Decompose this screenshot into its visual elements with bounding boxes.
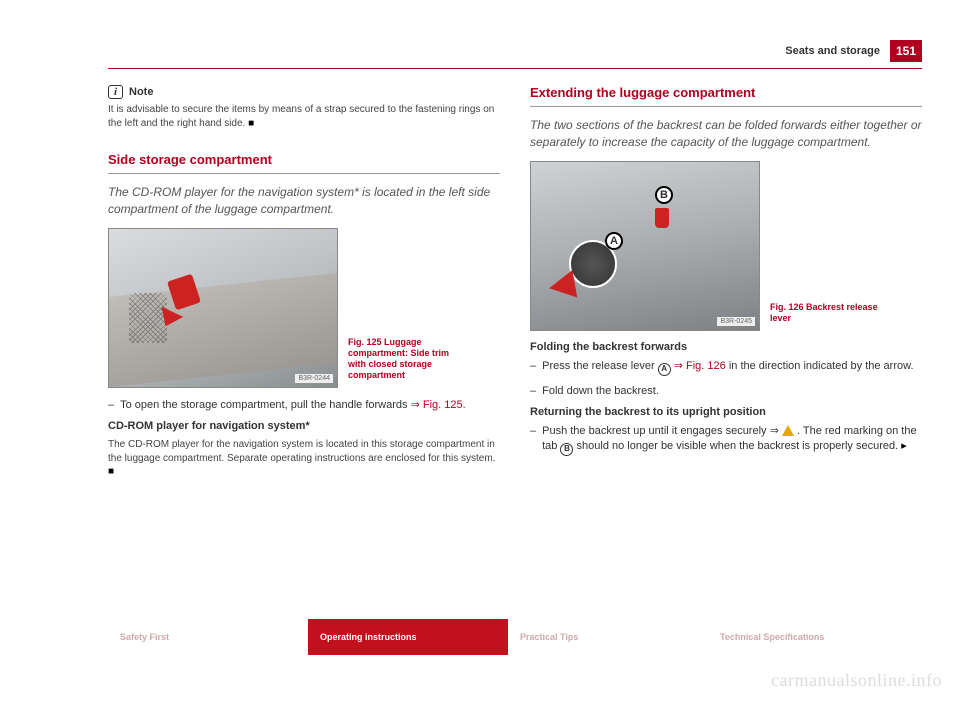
tab-safety-first[interactable]: Safety First xyxy=(108,619,308,655)
tab-b-shape xyxy=(655,208,669,228)
right-column: Extending the luggage compartment The tw… xyxy=(530,85,922,479)
figure-125-image: B3R-0244 xyxy=(108,228,338,388)
watermark: carmanualsonline.info xyxy=(771,670,942,691)
figure-125-caption: Fig. 125 Luggage compartment: Side trim … xyxy=(348,337,468,388)
figure-id-label: B3R-0245 xyxy=(717,317,755,326)
folding-forwards-title: Folding the backrest forwards xyxy=(530,341,922,353)
warning-icon xyxy=(782,425,794,436)
tab-operating-instructions[interactable]: Operating instructions xyxy=(308,619,508,655)
step-text: Push the backrest up until it engages se… xyxy=(542,424,922,456)
dash-icon: – xyxy=(108,398,114,413)
callout-b-icon: B xyxy=(655,186,673,204)
returning-upright-title: Returning the backrest to its upright po… xyxy=(530,406,922,418)
content-columns: i Note It is advisable to secure the ite… xyxy=(108,85,922,479)
figure-id-label: B3R-0244 xyxy=(295,374,333,383)
section-title-side-storage: Side storage compartment xyxy=(108,152,500,167)
note-heading: i Note xyxy=(108,85,500,99)
callout-b-inline-icon: B xyxy=(560,443,573,456)
header-section-title: Seats and storage xyxy=(785,45,880,57)
divider xyxy=(530,106,922,107)
note-label: Note xyxy=(129,86,153,98)
figure-126-row: B A B3R-0245 Fig. 126 Backrest release l… xyxy=(530,161,922,331)
page-header: Seats and storage 151 xyxy=(108,40,922,69)
dash-icon: – xyxy=(530,384,536,399)
callout-a-icon: A xyxy=(605,232,623,250)
divider xyxy=(108,173,500,174)
release-arrow-icon xyxy=(547,270,577,302)
section-title-extending: Extending the luggage compartment xyxy=(530,85,922,100)
step-push-backrest: – Push the backrest up until it engages … xyxy=(530,424,922,456)
dash-icon: – xyxy=(530,359,536,376)
info-icon: i xyxy=(108,85,123,99)
step-text: Fold down the backrest. xyxy=(542,384,659,399)
figure-126-caption: Fig. 126 Backrest release lever xyxy=(770,302,890,331)
callout-a-inline-icon: A xyxy=(658,363,671,376)
step-open-compartment: – To open the storage compartment, pull … xyxy=(108,398,500,413)
tab-practical-tips[interactable]: Practical Tips xyxy=(508,619,708,655)
section-intro-right: The two sections of the backrest can be … xyxy=(530,117,922,151)
page: Seats and storage 151 i Note It is advis… xyxy=(0,0,960,701)
fig-ref-link: ⇒ Fig. 126 xyxy=(674,360,726,372)
footer-tabs: Safety First Operating instructions Prac… xyxy=(108,619,908,655)
figure-125-row: B3R-0244 Fig. 125 Luggage compartment: S… xyxy=(108,228,500,388)
cdrom-text: The CD-ROM player for the navigation sys… xyxy=(108,438,500,479)
cdrom-subtitle: CD-ROM player for navigation system* xyxy=(108,420,500,432)
note-text: It is advisable to secure the items by m… xyxy=(108,103,500,130)
step-text: Press the release lever A ⇒ Fig. 126 in … xyxy=(542,359,913,376)
step-press-lever: – Press the release lever A ⇒ Fig. 126 i… xyxy=(530,359,922,376)
step-text: To open the storage compartment, pull th… xyxy=(120,398,466,413)
page-number: 151 xyxy=(890,40,922,62)
tab-technical-specifications[interactable]: Technical Specifications xyxy=(708,619,908,655)
dash-icon: – xyxy=(530,424,536,456)
figure-126-image: B A B3R-0245 xyxy=(530,161,760,331)
step-fold-backrest: – Fold down the backrest. xyxy=(530,384,922,399)
end-mark-icon: ■ xyxy=(248,118,254,129)
left-column: i Note It is advisable to secure the ite… xyxy=(108,85,500,479)
section-intro: The CD-ROM player for the navigation sys… xyxy=(108,184,500,218)
continue-arrow-icon: ▸ xyxy=(901,440,907,452)
fig-ref-link: ⇒ Fig. 125 xyxy=(411,399,463,411)
end-mark-icon: ■ xyxy=(108,466,114,477)
